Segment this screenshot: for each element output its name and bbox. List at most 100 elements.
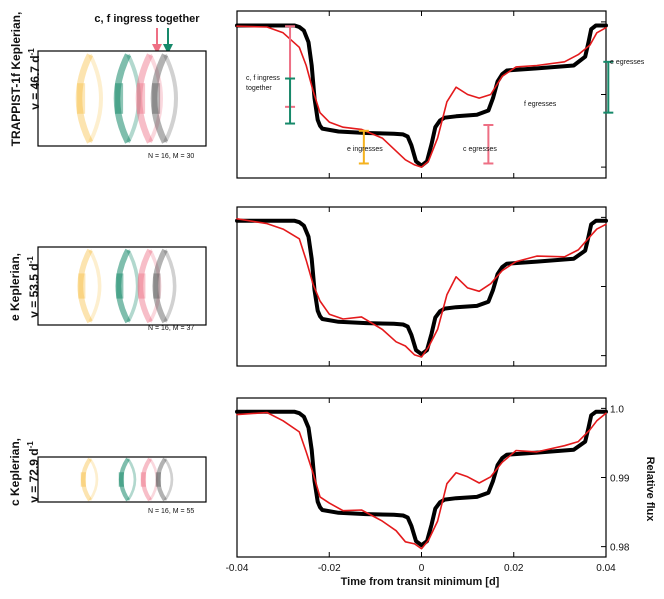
map-arc	[126, 53, 141, 144]
map-arc	[113, 53, 131, 144]
pixel-map-2-arcs	[77, 248, 177, 324]
x-tick-label: -0.02	[318, 563, 341, 574]
map-arc	[148, 458, 159, 501]
row-label-2-v: v = 53.5 d	[27, 263, 41, 318]
map-arc	[152, 248, 168, 324]
panel-2	[235, 206, 608, 367]
map-arc	[163, 249, 177, 323]
map-column	[137, 83, 146, 114]
row-label-2-line2: v = 53.5 d-1	[23, 235, 42, 339]
pink-arrow-head	[152, 44, 162, 54]
y-tick-label: 0.99	[610, 474, 630, 485]
row-label-2-line1: e Keplerian,	[8, 252, 22, 322]
panel-3: -0.04 -0.02 0 0.02 0.04 1.0 0.99 0.98	[226, 397, 630, 574]
pixel-map-1	[37, 50, 207, 147]
map-caption-2: N = 16, M = 37	[148, 325, 194, 332]
row-label-1-line2: v = 46.7 d-1	[24, 0, 43, 159]
map-arc	[126, 458, 137, 501]
map-arc	[137, 248, 153, 324]
y-axis-label: Relative flux	[644, 457, 656, 523]
map-arc	[115, 248, 131, 324]
x-tick-label: -0.04	[226, 563, 249, 574]
annotation-c-egresses: c egresses	[463, 146, 497, 153]
plot-panels: -0.04 -0.02 0 0.02 0.04 1.0 0.99 0.98	[226, 10, 630, 574]
annotation-f-egresses: f egresses	[524, 101, 557, 108]
map-arc	[163, 53, 178, 144]
top-annotation: c, f ingress together	[94, 13, 200, 25]
pixel-map-3	[37, 456, 207, 503]
panel-2-model-line	[235, 218, 608, 357]
map-arc	[150, 53, 168, 144]
marker-green	[603, 60, 614, 114]
row-label-1-v: v = 46.7 d	[28, 55, 42, 110]
map-arc	[88, 53, 103, 144]
map-column	[78, 273, 86, 299]
map-arc	[148, 53, 163, 144]
x-axis-label: Time from transit minimum [d]	[341, 576, 500, 588]
panel-2-frame	[236, 206, 607, 367]
map-caption-1: N = 16, M = 30	[148, 153, 194, 160]
panel-1	[235, 10, 614, 179]
row-label-3: c Keplerian, v = 72.9 d-1	[8, 420, 42, 524]
y-tick-label: 1.0	[610, 404, 624, 415]
map-column	[116, 273, 124, 299]
map-arc	[126, 249, 140, 323]
panel-1-model-line	[235, 23, 608, 168]
annotation-cf-ingress-1: c, f ingress	[246, 75, 280, 82]
map-arc	[75, 53, 93, 144]
row-label-1: TRAPPIST-1f Keplerian, v = 46.7 d-1	[9, 0, 43, 159]
annotation-arrows	[152, 28, 173, 54]
map-arc	[140, 457, 152, 502]
x-tick-label: 0	[419, 563, 425, 574]
x-tick-label: 0.04	[596, 563, 616, 574]
annotation-e-egresses: e egresses	[610, 59, 645, 66]
row-label-1-sup: -1	[27, 48, 36, 56]
map-column	[152, 83, 161, 114]
panel-1-frame	[236, 10, 607, 179]
panel-3-data-line	[236, 411, 607, 550]
annotation-cf-ingress-2: together	[246, 85, 272, 92]
map-arc	[77, 248, 93, 324]
map-arc	[135, 53, 153, 144]
pixel-map-1-arcs	[75, 53, 178, 144]
map-arc	[80, 457, 92, 502]
row-label-3-line2: v = 72.9 d-1	[23, 420, 42, 524]
map-caption-3: N = 16, M = 55	[148, 508, 194, 515]
map-column	[155, 472, 162, 487]
pixel-map-2	[37, 246, 207, 326]
row-label-3-line1: c Keplerian,	[8, 437, 22, 507]
panel-2-data-line	[236, 218, 607, 358]
panel1-annotations: c, f ingress together e ingresses c egre…	[246, 59, 645, 153]
map-column	[140, 472, 147, 487]
map-arc	[148, 249, 162, 323]
pixel-maps	[37, 50, 207, 503]
row-label-2: e Keplerian, v = 53.5 d-1	[8, 235, 42, 339]
row-label-1-line1: TRAPPIST-1f Keplerian,	[9, 11, 23, 147]
green-arrow-head	[163, 44, 173, 54]
y-tick-label: 0.98	[610, 543, 630, 554]
map-column	[115, 83, 124, 114]
map-column	[80, 472, 87, 487]
map-arc	[88, 458, 99, 501]
marker-green	[285, 77, 296, 125]
annotation-e-ingresses: e ingresses	[347, 146, 383, 153]
panel-1-data-line	[236, 25, 607, 168]
map-arc	[118, 457, 130, 502]
marker-pink	[483, 123, 494, 165]
map-column	[153, 273, 161, 299]
panel-3-model-line	[235, 409, 608, 548]
panel-3-frame	[236, 397, 607, 558]
x-tick-label: 0.02	[504, 563, 524, 574]
map-arc	[155, 457, 167, 502]
map-column	[77, 83, 86, 114]
pixel-map-3-arcs	[80, 457, 174, 502]
row-label-3-sup: -1	[26, 441, 35, 449]
row-label-3-v: v = 72.9 d	[27, 448, 41, 503]
map-column	[138, 273, 146, 299]
row-label-2-sup: -1	[26, 256, 35, 264]
map-arc	[163, 458, 174, 501]
map-arc	[88, 249, 102, 323]
marker-orange	[358, 129, 369, 165]
map-column	[118, 472, 125, 487]
